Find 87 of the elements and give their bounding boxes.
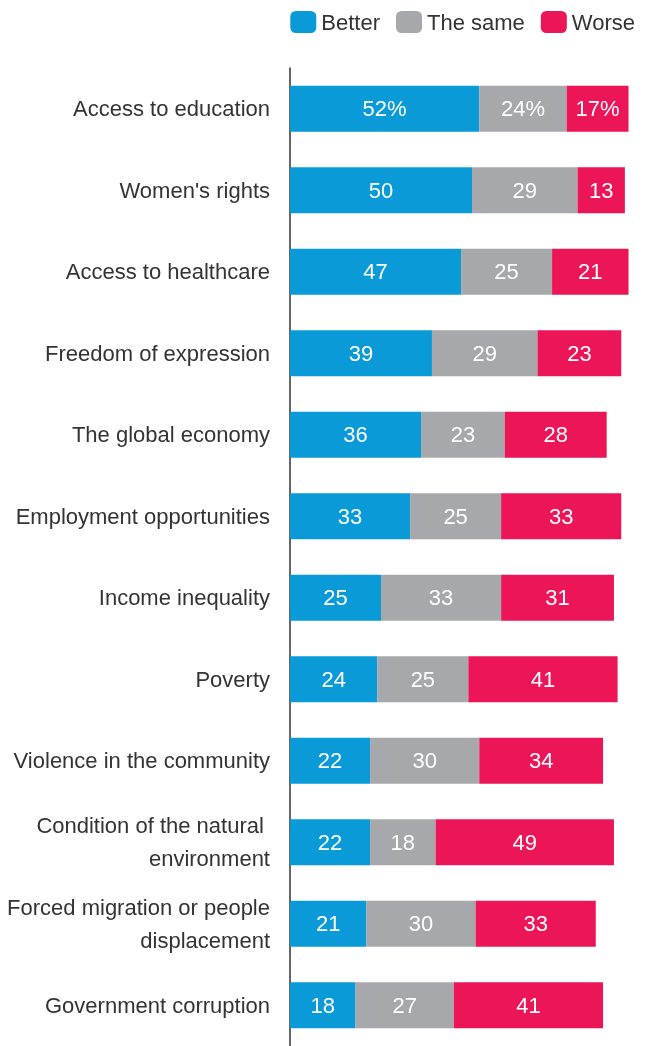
data-label: 49 xyxy=(512,829,538,855)
bar xyxy=(435,819,614,866)
bar xyxy=(577,167,625,214)
bar xyxy=(290,574,381,621)
bar xyxy=(290,493,411,540)
bar xyxy=(501,493,622,540)
data-label: 47 xyxy=(363,259,388,285)
data-label: 23 xyxy=(450,422,476,448)
data-label: 18 xyxy=(390,829,416,855)
data-label: 25 xyxy=(443,503,468,529)
bar xyxy=(290,411,422,458)
bar xyxy=(479,737,604,784)
bar xyxy=(410,493,502,540)
data-label: 52% xyxy=(362,96,407,122)
legend-label: Better xyxy=(321,9,381,35)
y-tick-label: Access to education xyxy=(73,96,270,122)
bar xyxy=(290,248,462,295)
data-label: 22 xyxy=(317,829,343,855)
bar xyxy=(290,819,371,866)
y-tick-label: Forced migration or people displacement xyxy=(7,894,270,953)
bar xyxy=(504,411,607,458)
data-label: 29 xyxy=(512,177,538,203)
bar xyxy=(366,900,476,947)
data-label: 13 xyxy=(588,177,614,203)
bar xyxy=(475,900,596,947)
y-tick-label: Employment opportunities xyxy=(15,503,270,529)
bar xyxy=(290,982,356,1029)
data-label: 21 xyxy=(578,259,603,285)
data-label: 41 xyxy=(530,666,556,692)
data-label: 25 xyxy=(494,259,519,285)
data-label: 34 xyxy=(528,748,554,774)
data-label: 22 xyxy=(317,748,343,774)
bar xyxy=(355,982,454,1029)
data-label: 33 xyxy=(337,503,363,529)
y-tick-label: Government corruption xyxy=(45,992,270,1018)
data-label: 25 xyxy=(410,666,436,692)
bar xyxy=(381,574,502,621)
bar xyxy=(290,656,378,703)
bar xyxy=(421,411,505,458)
bar xyxy=(453,982,604,1029)
bar xyxy=(290,167,472,214)
y-tick-label: Income inequality xyxy=(98,585,270,611)
y-tick-label: Violence in the community xyxy=(13,748,270,774)
bar xyxy=(290,900,367,947)
y-tick-label: Condition of the natural environment xyxy=(36,813,270,872)
data-label: 17% xyxy=(575,96,620,122)
data-label: 31 xyxy=(545,585,570,611)
y-tick-label: Poverty xyxy=(195,666,270,692)
data-label: 18 xyxy=(310,992,335,1018)
data-label: 21 xyxy=(315,911,341,937)
data-label: 41 xyxy=(516,992,541,1018)
bar xyxy=(479,85,567,132)
bar xyxy=(468,656,618,703)
data-label: 33 xyxy=(523,911,548,937)
legend-label: The same xyxy=(427,9,525,35)
bar xyxy=(537,330,622,377)
data-label: 39 xyxy=(348,340,374,366)
bar xyxy=(377,656,469,703)
legend-label: Worse xyxy=(571,9,636,35)
bar xyxy=(290,737,371,784)
data-label: 27 xyxy=(392,992,417,1018)
y-tick-label: The global economy xyxy=(71,422,270,448)
bar xyxy=(370,819,436,866)
data-label: 25 xyxy=(323,585,348,611)
data-label: 29 xyxy=(472,340,497,366)
data-label: 28 xyxy=(543,422,568,448)
bar xyxy=(552,248,629,295)
bar xyxy=(370,737,480,784)
bar xyxy=(566,85,629,132)
y-tick-label: Women's rights xyxy=(119,177,270,203)
data-label: 24% xyxy=(500,96,545,122)
y-tick-label: Access to healthcare xyxy=(65,259,270,285)
data-label: 36 xyxy=(343,422,368,448)
data-label: 50 xyxy=(368,177,394,203)
data-label: 33 xyxy=(548,503,574,529)
bar xyxy=(461,248,553,295)
bar xyxy=(431,330,538,377)
bar xyxy=(472,167,578,214)
data-label: 23 xyxy=(567,340,592,366)
data-label: 24 xyxy=(321,666,346,692)
data-label: 30 xyxy=(408,911,434,937)
y-tick-label: Freedom of expression xyxy=(45,340,270,366)
data-label: 33 xyxy=(428,585,454,611)
data-label: 30 xyxy=(412,748,437,774)
bar xyxy=(501,574,614,621)
bar xyxy=(290,330,432,377)
bar xyxy=(290,85,480,132)
